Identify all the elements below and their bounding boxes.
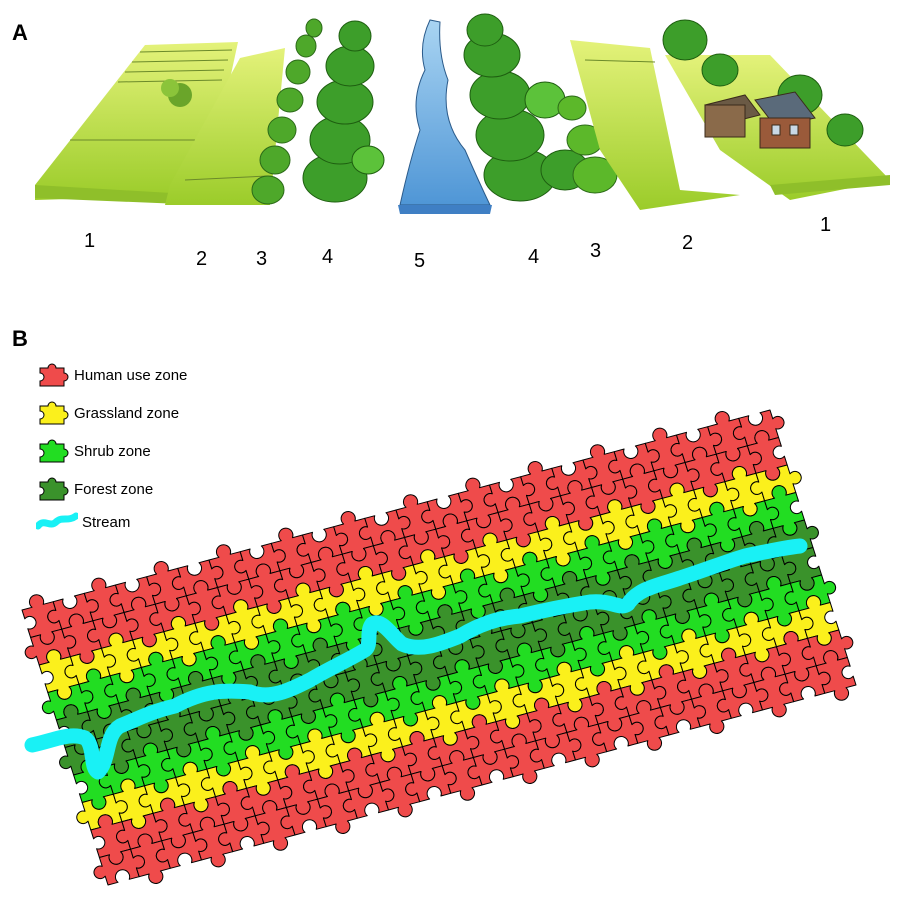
strip-farm-right: [662, 19, 890, 200]
puzzle-piece-icon: [39, 401, 69, 425]
legend-label: Stream: [82, 513, 131, 531]
stream-line: [24, 538, 808, 780]
legend-item-forest: Forest zone: [36, 474, 153, 504]
strip-grass-right: [570, 40, 740, 210]
strip-forest-right: [463, 13, 590, 202]
legend-item-stream: Stream: [36, 510, 130, 534]
zone-number: 1: [820, 214, 832, 236]
stream-icon: [36, 512, 78, 530]
panel-a-label: A: [12, 20, 28, 45]
legend-label: Forest zone: [74, 480, 154, 498]
strip-forest-left: [302, 20, 385, 203]
strip-stream: [398, 19, 492, 214]
strip-shrub-right: [557, 95, 618, 194]
puzzle-piece-icon: [39, 439, 69, 463]
panel-b-label: B: [12, 326, 28, 351]
zone-number: 5: [414, 250, 426, 272]
legend-label: Shrub zone: [74, 442, 151, 460]
strip-grass-left: [165, 48, 285, 205]
zone-number: 4: [528, 246, 540, 268]
legend-label: Grassland zone: [74, 404, 180, 422]
zone-number: 4: [322, 246, 334, 268]
puzzle-piece-human: [815, 650, 857, 701]
legend-label: Human use zone: [74, 366, 188, 384]
legend-item-grassland: Grassland zone: [36, 398, 179, 428]
puzzle-piece-icon: [39, 477, 69, 501]
zone-number: 2: [196, 248, 208, 270]
zone-number: 2: [682, 232, 694, 254]
strip-shrub-left: [251, 18, 323, 205]
zone-number: 3: [256, 248, 268, 270]
legend-item-shrub: Shrub zone: [36, 436, 151, 466]
puzzle-piece-icon: [39, 363, 69, 387]
zone-number: 1: [84, 230, 96, 252]
farmhouse-icon: [704, 91, 816, 149]
legend-item-human-use: Human use zone: [36, 360, 187, 390]
zone-number: 3: [590, 240, 602, 262]
riparian-strips-illustration: [35, 13, 890, 214]
